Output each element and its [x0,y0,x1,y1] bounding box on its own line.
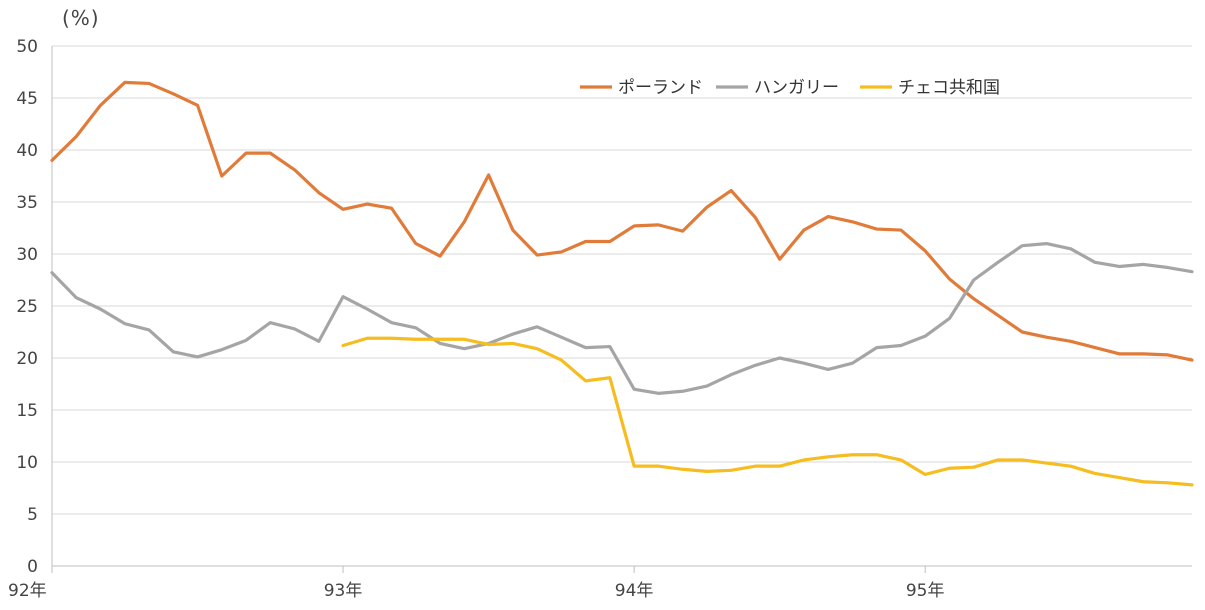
x-tick-label: 94年 [615,581,654,601]
y-tick-label: 5 [27,505,38,525]
y-tick-label: 0 [27,557,38,577]
y-tick-label: 50 [16,37,38,57]
x-tick-label: 95年 [906,581,945,601]
x-tick-label: 93年 [324,581,363,601]
series-line-2 [50,242,1194,395]
series-line-1 [50,80,1194,362]
y-tick-label: 35 [16,193,38,213]
series-line-3 [341,336,1194,487]
legend-label: チェコ共和国 [898,78,1000,98]
y-tick-label: 25 [16,297,38,317]
gridlines [52,45,1192,515]
series-lines [50,80,1194,487]
y-tick-label: 20 [16,349,38,369]
y-tick-label: 10 [16,453,38,473]
y-axis-unit-label: (%) [62,6,100,30]
x-tick-label: 92年 [8,581,47,601]
axes: 0 5 10 15 20 25 30 35 40 45 50 92年 93年 94年 95年 [8,37,1192,601]
y-tick-label: 30 [16,245,38,265]
y-tick-label: 40 [16,141,38,161]
y-tick-label: 45 [16,89,38,109]
legend-label: ポーランド [618,78,703,98]
legend-label: ハンガリー [754,78,839,98]
legend: ポーランド ハンガリー チェコ共和国 [580,78,1000,98]
y-tick-label: 15 [16,401,38,421]
